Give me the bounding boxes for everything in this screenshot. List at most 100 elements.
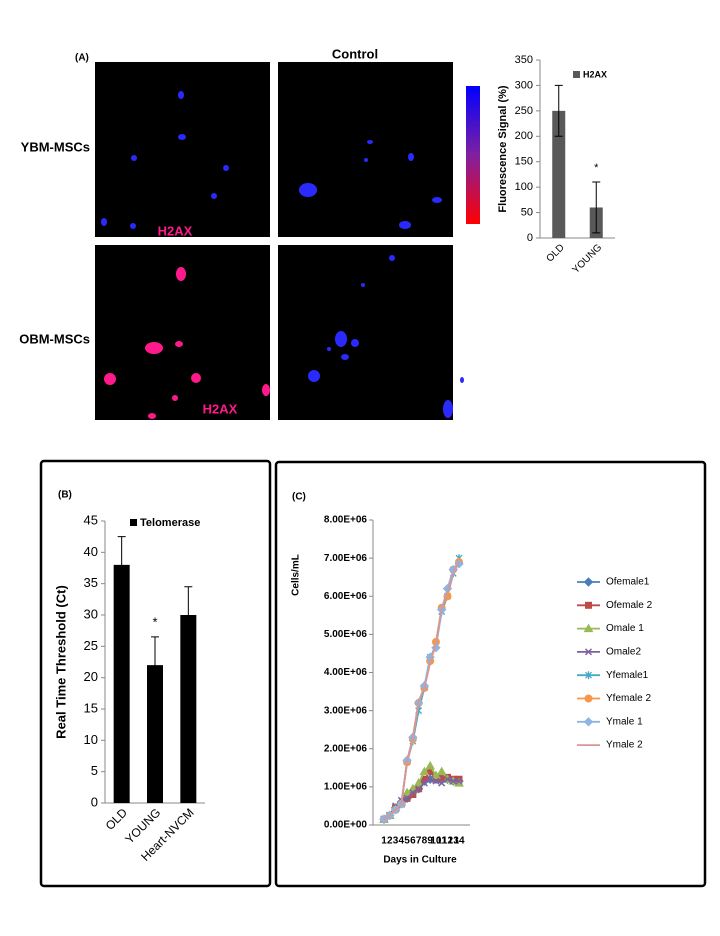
y-tick-label: 100 [515,181,533,193]
point [403,794,411,802]
y-tick-label: 1.00E+06 [324,782,368,793]
x-tick-label: OLD [544,242,566,264]
point [583,717,594,727]
annotation: * [594,162,599,174]
y-tick-label: 4.00E+06 [324,667,368,678]
x-tick-label: 8 [422,836,428,847]
point [420,779,428,787]
bar [180,615,197,803]
point [419,766,430,776]
panel-label: (A) [75,53,89,64]
point [583,577,594,587]
y-tick-label: 7.00E+06 [324,553,368,564]
series-line [383,561,460,821]
x-tick-label: 10 [430,836,442,847]
y-tick-label: 50 [521,206,533,218]
point [431,643,441,653]
y-tick-label: 5.00E+06 [324,629,368,640]
y-tick-label: 2.00E+06 [324,743,368,754]
legend-label: Ofemale 2 [606,600,653,611]
y-axis-label: Cells/mL [291,554,302,596]
panel-frame [274,460,707,888]
point [443,775,452,783]
point [425,760,436,770]
legend-label: Omale 1 [606,623,644,634]
bar [552,110,566,238]
y-tick-label: 30 [84,606,98,621]
point [436,766,447,776]
y-tick-label: 15 [84,700,98,715]
y-tick-label: 0.00E+00 [324,820,368,831]
point [413,778,424,787]
legend-label: Ymale 1 [606,716,643,727]
x-tick-label: 7 [416,836,422,847]
x-tick-label: 11 [436,836,447,847]
panel-label: (B) [58,490,72,501]
point [585,601,592,609]
legend-label: Yfemale 2 [606,693,651,704]
stain-label: H2AX [203,401,238,416]
x-tick-label: YOUNG [571,242,605,276]
x-tick-label: 5 [404,836,410,847]
y-tick-label: 6.00E+06 [324,591,368,602]
y-tick-label: 0 [527,232,533,244]
x-tick-label: OLD [103,805,131,833]
y-tick-label: 35 [84,575,98,590]
x-axis-label: Days in Culture [383,855,457,866]
y-tick-label: 200 [515,130,533,142]
y-axis-label: Fluorescence Signal (%) [497,85,509,212]
x-tick-label: 9 [427,836,433,847]
y-tick-label: 40 [84,544,98,559]
x-tick-label: 12 [442,836,454,847]
y-tick-label: 5 [91,763,98,778]
x-tick-label: 3 [393,836,399,847]
y-tick-label: 20 [84,669,98,684]
x-tick-label: 6 [410,836,416,847]
point [455,777,463,785]
y-tick-label: 250 [515,105,533,117]
point [426,775,434,783]
point [584,648,593,656]
panel-frame [39,459,272,888]
y-tick-label: 45 [84,512,98,527]
legend-swatch [130,519,137,526]
y-tick-label: 350 [515,54,533,66]
x-tick-label: 1 [381,836,387,847]
point [585,671,592,680]
bar [113,564,130,803]
micrographs [95,62,480,420]
legend-label: Yfemale1 [606,670,649,681]
legend-label: H2AX [583,69,607,79]
x-tick-label: 4 [399,836,405,847]
x-tick-label: 13 [448,836,460,847]
row-label: YBM-MSCs [21,139,90,154]
error-bar [592,181,601,234]
legend-label: Telomerase [140,517,200,529]
error-bar [554,84,563,137]
point [584,694,593,703]
stain-label: H2AX [158,223,193,238]
row-label: OBM-MSCs [19,331,90,346]
annotation: * [152,614,157,629]
y-tick-label: 25 [84,638,98,653]
error-bar [151,636,159,694]
y-tick-label: 150 [515,156,533,168]
y-axis-label: Real Time Threshold (Ct) [53,585,68,739]
point [583,623,594,633]
y-tick-label: 300 [515,79,533,91]
y-tick-label: 0 [91,794,98,809]
y-tick-label: 10 [84,732,98,747]
bar [147,665,163,803]
panel-label: (C) [292,492,306,503]
error-bar [117,536,126,594]
x-tick-label: 2 [387,836,393,847]
point [449,777,457,785]
legend-label: Ofemale1 [606,577,650,588]
error-bar [184,586,193,644]
point [409,789,417,797]
column-title: Control [332,46,378,61]
x-tick-label: 14 [453,836,465,847]
point [438,779,446,787]
